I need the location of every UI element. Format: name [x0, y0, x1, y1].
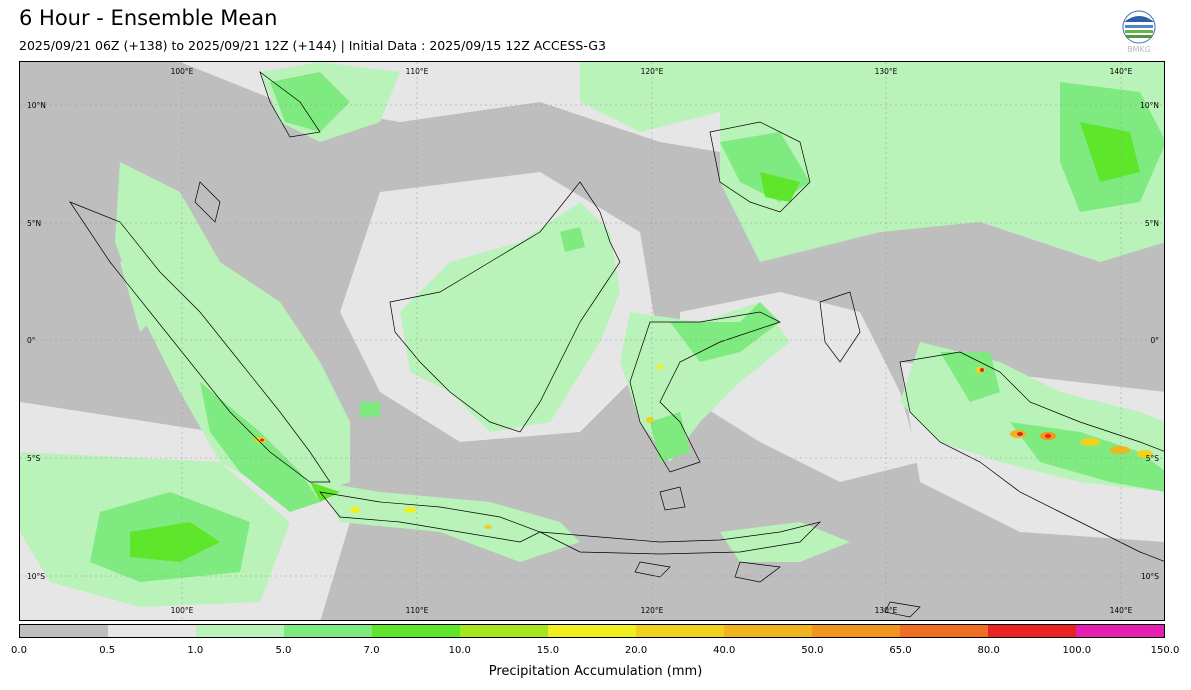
colorbar-segment [460, 625, 548, 637]
colorbar-tick-label: 50.0 [801, 645, 824, 656]
colorbar-segment [900, 625, 988, 637]
lon-label-top: 100°E [171, 67, 194, 76]
medium-green-areas [90, 72, 1164, 582]
lat-label-right: 5°S [1146, 454, 1160, 463]
colorbar-segment [1076, 625, 1164, 637]
lon-label-top: 120°E [641, 67, 664, 76]
colorbar-tick-label: 40.0 [713, 645, 736, 656]
lat-label-left: 5°N [27, 219, 41, 228]
lon-label-bottom: 120°E [641, 606, 664, 615]
lat-label-right: 10°S [1141, 572, 1159, 581]
lat-label-left: 10°S [27, 572, 45, 581]
colorbar-segment [284, 625, 372, 637]
lat-label-right: 10°N [1140, 101, 1159, 110]
colorbar-segment [724, 625, 812, 637]
colorbar-segment [196, 625, 284, 637]
colorbar-tick-label: 10.0 [448, 645, 471, 656]
lon-label-bottom: 110°E [406, 606, 429, 615]
heavy-rain-cells [254, 364, 1153, 529]
colorbar-tick-label: 0.5 [99, 645, 116, 656]
colorbar-label: Precipitation Accumulation (mm) [488, 664, 703, 679]
colorbar-tick-label: 80.0 [977, 645, 1000, 656]
chart-subtitle: 2025/09/21 06Z (+138) to 2025/09/21 12Z … [19, 38, 606, 53]
colorbar-tick-label: 7.0 [363, 645, 380, 656]
lat-label-left: 5°S [27, 454, 41, 463]
lat-label-right: 0° [1150, 336, 1159, 345]
colorbar-segment [636, 625, 724, 637]
colorbar-tick-label: 1.0 [187, 645, 204, 656]
lon-label-top: 140°E [1110, 67, 1133, 76]
colorbar-tick-label: 15.0 [536, 645, 560, 656]
lat-label-left: 10°N [27, 101, 46, 110]
lon-label-top: 130°E [875, 67, 898, 76]
colorbar-segment [548, 625, 636, 637]
colorbar-tick-label: 150.0 [1150, 645, 1180, 656]
lon-label-bottom: 130°E [875, 606, 898, 615]
precipitation-map: 100°E 110°E 120°E 130°E 140°E 100°E 110°… [19, 61, 1165, 621]
gridlines [20, 62, 1164, 620]
colorbar-segment [372, 625, 460, 637]
bright-green-areas [130, 122, 1140, 562]
colorbar-segment [20, 625, 108, 637]
colorbar-segment [812, 625, 900, 637]
colorbar-segment [108, 625, 196, 637]
lat-label-left: 0° [27, 336, 36, 345]
colorbar-tick-label: 0.0 [11, 645, 27, 656]
lon-label-bottom: 140°E [1110, 606, 1133, 615]
lon-label-top: 110°E [406, 67, 429, 76]
colorbar-tick-label: 20.0 [624, 645, 648, 656]
lat-label-right: 5°N [1145, 219, 1159, 228]
chart-title: 6 Hour - Ensemble Mean [19, 6, 278, 30]
colorbar-segment [988, 625, 1076, 637]
lon-label-bottom: 100°E [171, 606, 194, 615]
colorbar-tick-label: 5.0 [275, 645, 292, 656]
bmkg-logo: BMKG [1120, 10, 1158, 56]
coastlines [69, 71, 1164, 618]
light-green-areas [20, 62, 1164, 607]
colorbar-tick-label: 100.0 [1062, 645, 1092, 656]
precipitation-colorbar [19, 624, 1165, 638]
logo-text: BMKG [1127, 45, 1151, 54]
colorbar-tick-label: 65.0 [889, 645, 912, 656]
